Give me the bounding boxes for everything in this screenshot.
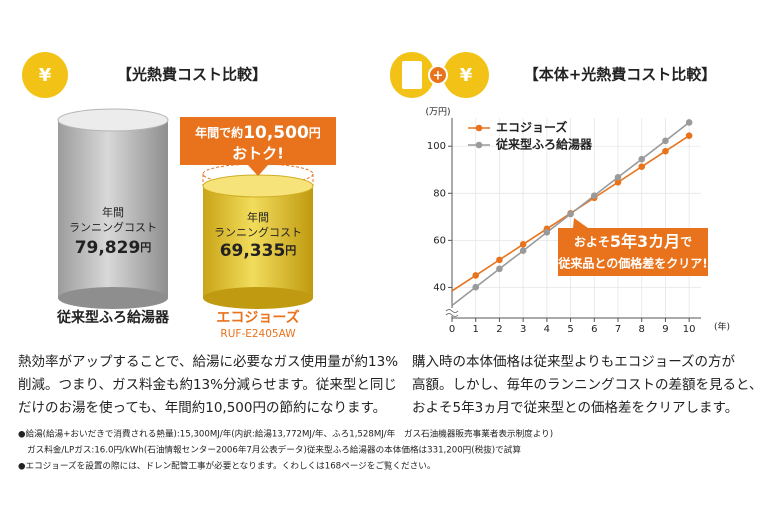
amount-value: 79,829 [75,238,141,258]
amount: 69,335円 [220,241,297,261]
x-tick-label: 3 [520,324,526,335]
callout-line: 年間で約10,500円 [195,123,321,143]
footnote: ガス料金/LPガス:16.0円/kWh(石油情報センター2006年7月公表データ… [27,444,521,456]
callout-prefix: 年間で約 [195,125,243,140]
amount-unit: 円 [140,241,151,254]
callout-unit: 円 [309,126,321,140]
legend-marker [475,141,483,149]
paragraph-line: 削減。つまり、ガス料金も約13%分減らせます。従来型と同じ [18,376,397,393]
annotation-suffix: で [680,235,692,249]
series-point [638,155,646,163]
item-model: RUF-E2405AW [220,328,296,340]
x-axis-label: (年) [714,321,730,333]
series-point [519,241,527,248]
x-tick-label: 0 [449,324,455,335]
paragraph-line: だけのお湯を使っても、年間約10,500円の節約になります。 [18,399,386,416]
item-name: 従来型ふろ給湯器 [56,309,170,326]
series-point [638,163,646,171]
icon-circle [443,52,489,98]
y-axis-label: (万円) [425,107,450,118]
x-tick-label: 5 [567,324,573,335]
callout-amount: 10,500 [243,123,309,143]
footnote: ●給湯(給湯+おいだきで消費される熱量):15,300MJ/年(内訳:給湯13,… [18,428,553,440]
gray-cylinder [57,108,169,309]
x-tick-label: 2 [496,324,502,335]
paragraph-line: およそ5年3ヵ月で従来型との価格差をクリアします。 [412,400,738,416]
series-point [496,256,503,264]
x-tick-label: 4 [544,324,550,335]
series-point [472,283,480,291]
x-tick-label: 8 [639,324,645,335]
chart-annotation [558,218,708,276]
annotation-line2: 従来品との価格差をクリア! [557,256,707,271]
annotation-line: およそ5年3カ月で [574,232,692,251]
legend-label: 従来型ふろ給湯器 [495,137,593,152]
annotation-highlight: 5年3カ月 [610,232,680,251]
y-tick-label: 60 [433,235,446,246]
icon-body [402,61,422,89]
y-tick-label: 80 [433,188,446,199]
series-point [472,272,480,279]
x-tick-label: 10 [683,324,696,335]
callout-line2: おトク! [232,145,284,163]
left-title: 【光熱費コスト比較】 [117,66,267,84]
paragraph-line: 高額。しかし、毎年のランニングコストの差額を見ると、 [412,376,762,393]
series-point [519,247,527,255]
y-tick-label: 100 [427,141,446,152]
series-point [685,132,693,139]
caption: ランニングコスト [69,220,157,234]
plus: + [433,69,444,84]
series-point [662,137,669,145]
series-point [590,192,598,199]
chart-title: 【本体+光熱費コスト比較】 [524,66,717,84]
x-tick-label: 9 [662,324,668,335]
amount-unit: 円 [285,244,296,257]
icon: ¥ [460,65,473,86]
callout [180,117,336,176]
legend-label: エコジョーズ [496,120,567,135]
amount: 79,829円 [75,238,152,258]
plus-circle [428,65,448,85]
series-point [614,178,622,186]
series-point [567,210,574,218]
paragraph-line: 購入時の本体価格は従来型よりもエコジョーズの方が [412,354,736,370]
x-tick-label: 6 [591,324,597,335]
amount-value: 69,335 [220,241,286,261]
series-point [685,119,693,126]
series-point [614,173,622,181]
caption: 年間 [247,210,269,224]
series-point [496,265,503,273]
annotation-prefix: およそ [574,235,610,249]
x-tick-label: 7 [615,324,621,335]
axis-break [445,308,459,317]
y-tick-label: 40 [433,282,446,293]
legend-marker [475,124,483,132]
x-tick-label: 1 [473,324,479,335]
item-name: エコジョーズ [216,309,299,326]
caption: 年間 [102,205,124,219]
series-point [662,147,669,155]
caption: ランニングコスト [214,225,302,239]
icon: ¥ [39,65,52,86]
yellow-cylinder [202,163,314,309]
icon-circle [22,52,68,98]
series-point [543,229,551,236]
paragraph-line: 熱効率がアップすることで、給湯に必要なガス使用量が約13% [18,353,398,370]
footnote: ●エコジョーズを設置の際には、ドレン配管工事が必要となります。くわしくは168ペ… [18,460,436,472]
